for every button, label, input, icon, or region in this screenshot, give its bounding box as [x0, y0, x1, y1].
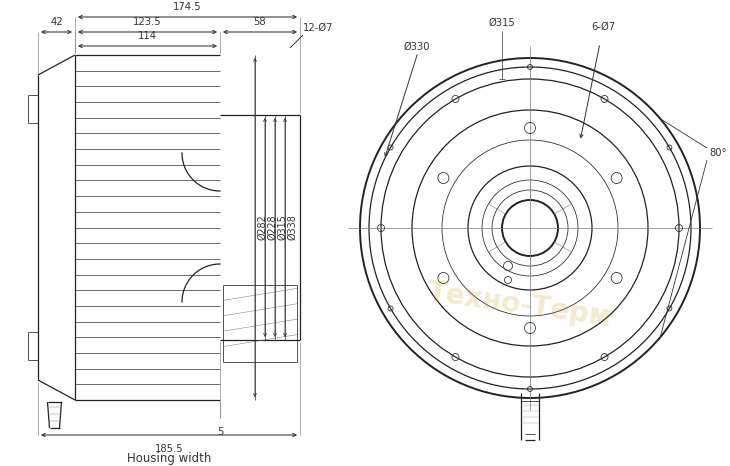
Text: Ø315: Ø315: [488, 18, 515, 28]
Text: 80°: 80°: [709, 148, 726, 158]
Text: Ø330: Ø330: [404, 42, 431, 52]
Text: 5: 5: [217, 427, 223, 437]
Text: 185.5: 185.5: [155, 444, 183, 454]
Text: Ø282: Ø282: [257, 215, 267, 240]
Text: Техно-Терм: Техно-Терм: [426, 278, 614, 332]
Text: Ø228: Ø228: [267, 215, 277, 240]
Text: Ø315: Ø315: [277, 214, 287, 240]
Text: 123.5: 123.5: [133, 17, 162, 27]
Text: 58: 58: [254, 17, 266, 27]
Text: 114: 114: [138, 31, 157, 41]
Text: 42: 42: [50, 17, 63, 27]
Text: Housing width: Housing width: [127, 452, 211, 465]
Text: 174.5: 174.5: [173, 2, 201, 12]
Text: 6-Ø7: 6-Ø7: [591, 22, 615, 32]
Text: Ø338: Ø338: [287, 214, 297, 240]
Text: 12-Ø7: 12-Ø7: [303, 23, 334, 33]
